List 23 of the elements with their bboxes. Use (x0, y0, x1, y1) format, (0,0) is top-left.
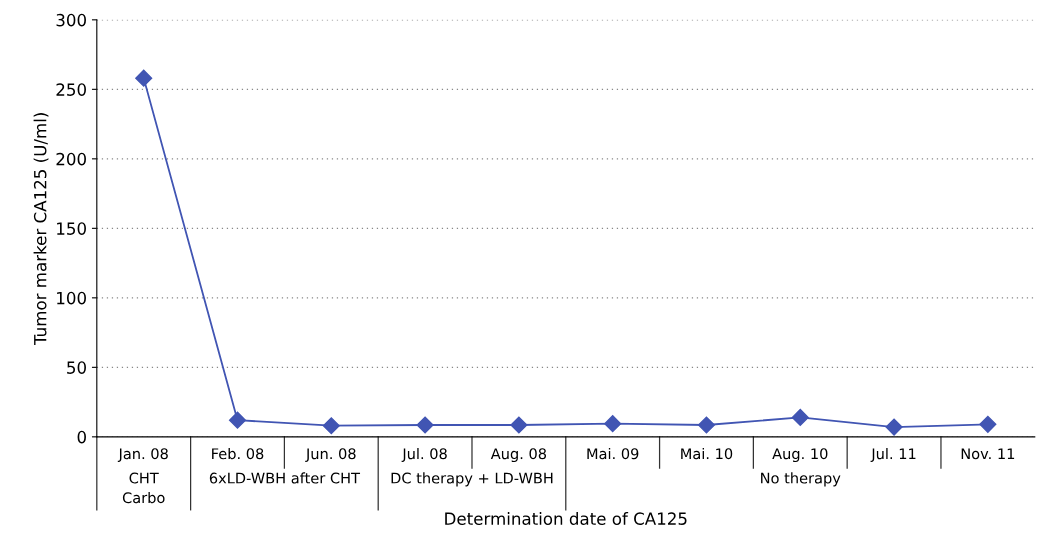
x-tick-label: Mai. 10 (681, 447, 733, 460)
x-tick-label: Aug. 08 (490, 448, 547, 463)
x-tick-label: Nov. 11 (961, 448, 1015, 460)
x-axis-title: Determination date of CA125 (445, 512, 687, 525)
text: DC therapy + LD-WBH (391, 472, 553, 487)
y-tick-label: 150 (57, 222, 86, 235)
y-tick-label: 50 (67, 361, 86, 374)
x-tick-label: Jan. 08 (117, 448, 168, 462)
y-tick-label: 250 (56, 83, 86, 96)
y-tick-label: 0 (77, 430, 86, 444)
y-axis-title: Tumor marker CA125 (U/ml) (33, 113, 49, 346)
y-tick-label: 200 (56, 152, 86, 166)
x-tick-label: Jul. 11 (870, 447, 916, 462)
x-tick-label: Jul. 08 (401, 447, 447, 462)
y-tick-label: 100 (57, 291, 86, 305)
x-tick-label: Jun. 08 (305, 448, 356, 462)
y-tick-label: 300 (56, 13, 86, 27)
x-tick-label: Mai. 09 (587, 447, 639, 460)
text: CHT Carbo (122, 472, 165, 504)
text: 6xLD-WBH after CHT (209, 472, 361, 484)
x-tick-label: Aug. 10 (772, 448, 828, 463)
x-tick-label: Feb. 08 (212, 447, 264, 460)
text: No therapy (761, 472, 841, 487)
